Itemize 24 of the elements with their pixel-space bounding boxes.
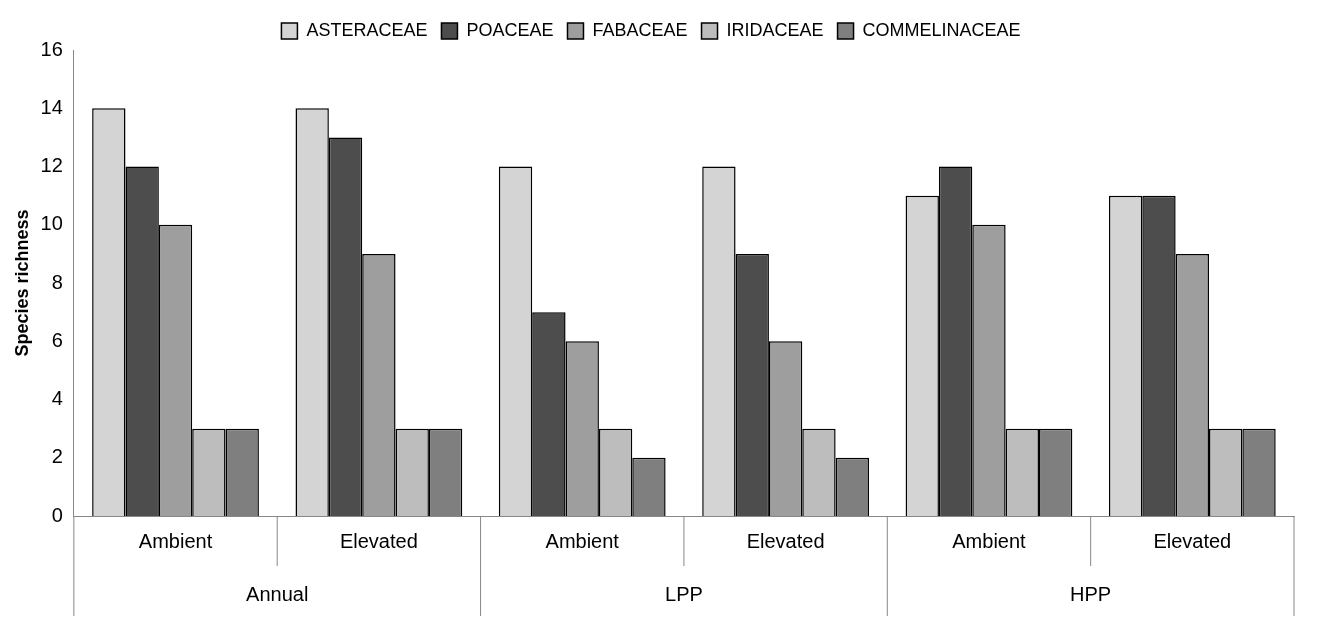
x-tick-label: Elevated xyxy=(1153,529,1232,552)
legend-label: POACEAE xyxy=(466,19,554,40)
text: LPP xyxy=(665,582,703,605)
legend-label: COMMELINACEAE xyxy=(862,19,1021,40)
x-tick-label: Ambient xyxy=(952,529,1027,552)
legend-label: ASTERACEAE xyxy=(306,19,428,40)
y-tick-label: 16 xyxy=(40,37,63,60)
x-tick-label: Ambient xyxy=(545,529,620,552)
y-tick-label: 10 xyxy=(40,212,63,235)
y-tick-label: 0 xyxy=(51,503,63,526)
y-axis-title: Species richness xyxy=(11,209,32,357)
legend-label: IRIDACEAE xyxy=(726,19,824,40)
y-tick-label: 14 xyxy=(40,95,63,118)
x-tick-label: Elevated xyxy=(339,529,418,552)
y-tick-label: 4 xyxy=(51,387,63,410)
x-tick-label: Elevated xyxy=(746,529,825,552)
text: Annual xyxy=(246,582,309,605)
y-tick-label: 6 xyxy=(51,328,63,351)
legend-label: FABACEAE xyxy=(592,19,688,40)
y-tick-label: 12 xyxy=(40,154,63,177)
y-tick-label: 8 xyxy=(51,270,63,293)
y-tick-label: 2 xyxy=(51,445,63,468)
text: HPP xyxy=(1070,582,1112,605)
x-tick-label: Ambient xyxy=(138,529,213,552)
